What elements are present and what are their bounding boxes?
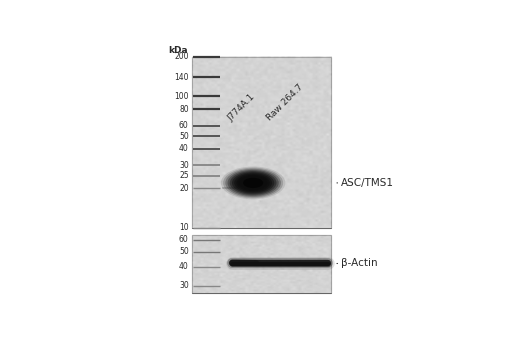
Ellipse shape [239, 176, 268, 190]
Text: 50: 50 [179, 247, 189, 257]
Ellipse shape [243, 178, 263, 188]
Ellipse shape [230, 171, 277, 195]
Ellipse shape [223, 168, 283, 198]
Text: ASC/TMS1: ASC/TMS1 [341, 178, 394, 188]
Text: 80: 80 [179, 105, 189, 114]
Bar [192, 57, 331, 228]
Ellipse shape [234, 173, 272, 193]
Text: 60: 60 [179, 236, 189, 244]
Text: J774A.1: J774A.1 [226, 92, 256, 123]
Text: 40: 40 [179, 262, 189, 271]
Text: 60: 60 [179, 121, 189, 130]
Text: β-Actin: β-Actin [341, 259, 378, 268]
Text: 140: 140 [174, 73, 189, 82]
Text: kDa: kDa [168, 47, 188, 56]
Ellipse shape [241, 177, 265, 189]
Text: Raw 264.7: Raw 264.7 [265, 83, 305, 123]
Text: 10: 10 [179, 223, 189, 232]
Text: 200: 200 [174, 52, 189, 61]
Text: 30: 30 [179, 161, 189, 170]
Ellipse shape [232, 172, 274, 194]
Text: 20: 20 [179, 184, 189, 193]
Ellipse shape [228, 170, 279, 196]
Bar [192, 235, 331, 293]
Ellipse shape [237, 174, 270, 191]
Ellipse shape [221, 167, 285, 199]
Text: 100: 100 [174, 92, 189, 101]
Text: 40: 40 [179, 144, 189, 153]
Text: 50: 50 [179, 132, 189, 140]
Text: 30: 30 [179, 281, 189, 290]
Ellipse shape [225, 169, 281, 197]
Text: 25: 25 [179, 171, 189, 180]
